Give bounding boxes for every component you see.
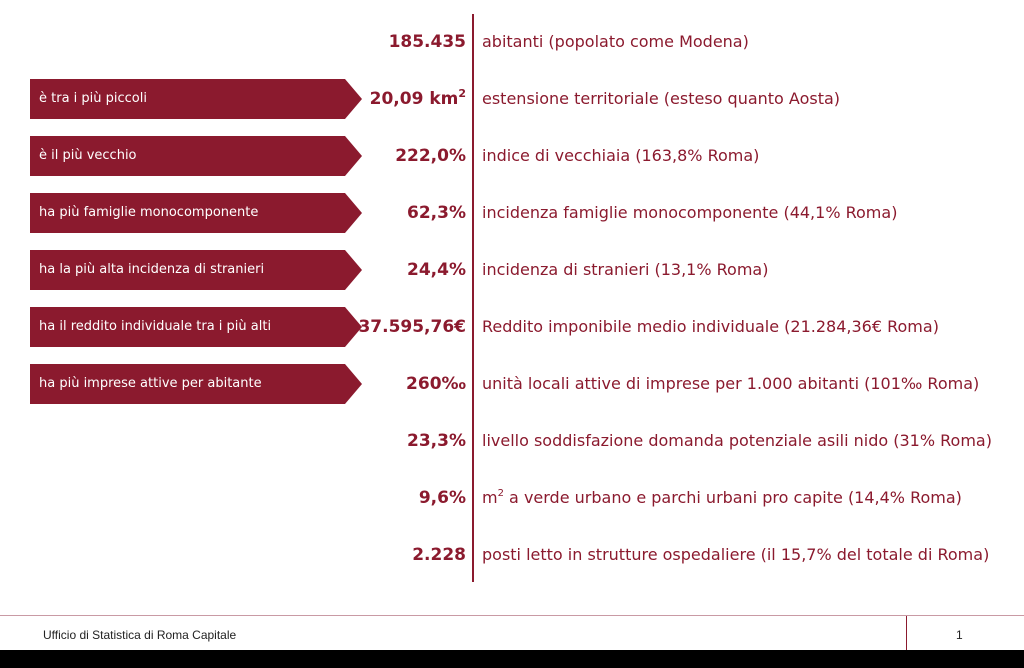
stat-row: è tra i più piccoli 20,09 km2 estensione… bbox=[0, 79, 1024, 119]
stat-row: ha la più alta incidenza di stranieri 24… bbox=[0, 250, 1024, 290]
highlight-tag: è tra i più piccoli bbox=[30, 79, 362, 119]
stat-value: 37.595,76€ bbox=[358, 317, 466, 337]
footer-organization: Ufficio di Statistica di Roma Capitale bbox=[43, 628, 237, 642]
stat-row: 185.435 abitanti (popolato come Modena) bbox=[0, 22, 1024, 62]
stat-description: incidenza famiglie monocomponente (44,1%… bbox=[482, 203, 898, 222]
stat-description: indice di vecchiaia (163,8% Roma) bbox=[482, 146, 760, 165]
stat-description: livello soddisfazione domanda potenziale… bbox=[482, 431, 992, 450]
stat-row: ha più famiglie monocomponente 62,3% inc… bbox=[0, 193, 1024, 233]
stat-row: 23,3% livello soddisfazione domanda pote… bbox=[0, 421, 1024, 461]
stat-value: 2.228 bbox=[412, 545, 466, 565]
stat-value: 260‰ bbox=[406, 374, 466, 394]
stat-value: 23,3% bbox=[407, 431, 466, 451]
highlight-tag: ha la più alta incidenza di stranieri bbox=[30, 250, 362, 290]
stat-value: 185.435 bbox=[388, 32, 466, 52]
stat-value: 24,4% bbox=[407, 260, 466, 280]
stat-description: Reddito imponibile medio individuale (21… bbox=[482, 317, 939, 336]
stat-row: ha più imprese attive per abitante 260‰ … bbox=[0, 364, 1024, 404]
stat-value: 62,3% bbox=[407, 203, 466, 223]
page-number: 1 bbox=[956, 628, 963, 642]
stat-description: posti letto in strutture ospedaliere (il… bbox=[482, 545, 990, 564]
stat-description: m2 a verde urbano e parchi urbani pro ca… bbox=[482, 488, 962, 507]
stat-row: ha il reddito individuale tra i più alti… bbox=[0, 307, 1024, 347]
stat-value: 20,09 km2 bbox=[369, 87, 466, 109]
highlight-tag: ha più imprese attive per abitante bbox=[30, 364, 362, 404]
bottom-bar bbox=[0, 650, 1024, 668]
stat-description: incidenza di stranieri (13,1% Roma) bbox=[482, 260, 769, 279]
footer-divider bbox=[0, 615, 1024, 616]
stat-row: 9,6% m2 a verde urbano e parchi urbani p… bbox=[0, 478, 1024, 518]
stat-row: 2.228 posti letto in strutture ospedalie… bbox=[0, 535, 1024, 575]
highlight-tag: ha più famiglie monocomponente bbox=[30, 193, 362, 233]
highlight-tag: è il più vecchio bbox=[30, 136, 362, 176]
stat-description: abitanti (popolato come Modena) bbox=[482, 32, 749, 51]
divider-line bbox=[472, 14, 474, 582]
highlight-tag: ha il reddito individuale tra i più alti bbox=[30, 307, 362, 347]
stat-description: unità locali attive di imprese per 1.000… bbox=[482, 374, 980, 393]
stat-value: 9,6% bbox=[418, 488, 466, 508]
footer-separator bbox=[906, 616, 907, 650]
stat-row: è il più vecchio 222,0% indice di vecchi… bbox=[0, 136, 1024, 176]
stat-value: 222,0% bbox=[395, 146, 466, 166]
stat-description: estensione territoriale (esteso quanto A… bbox=[482, 89, 841, 108]
